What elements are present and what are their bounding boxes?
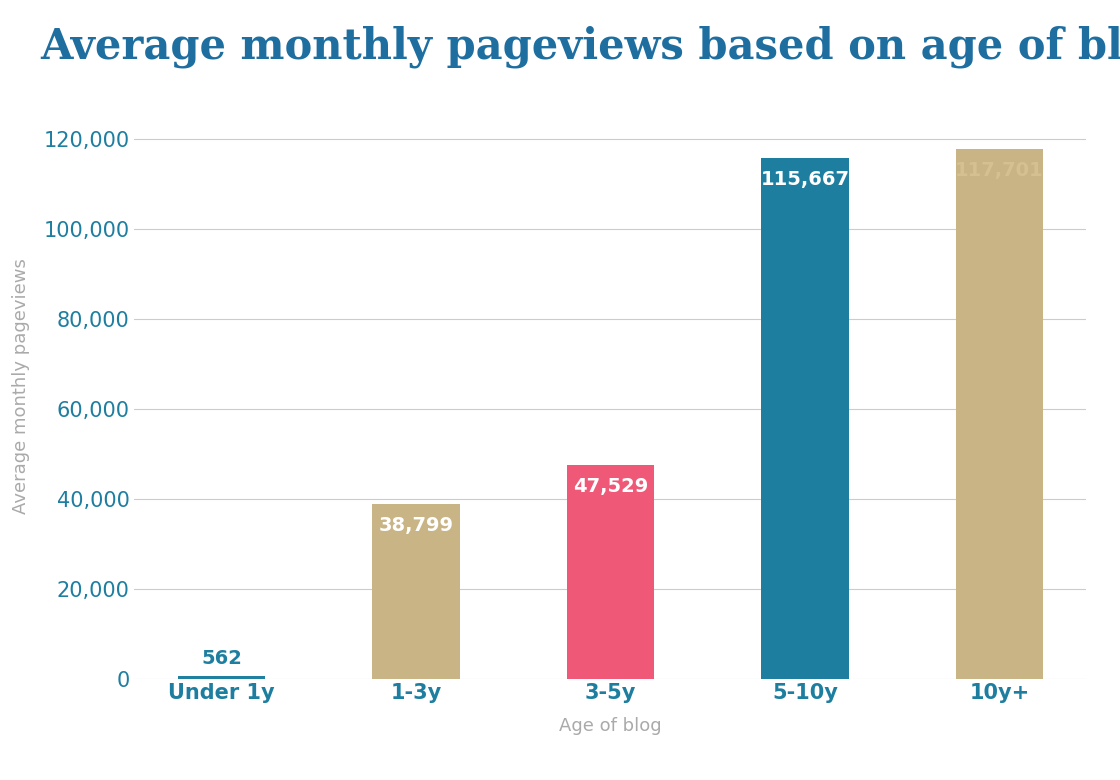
Bar bbox=[762, 158, 849, 679]
X-axis label: Age of blog: Age of blog bbox=[559, 718, 662, 736]
Bar bbox=[372, 504, 459, 679]
Text: 38,799: 38,799 bbox=[379, 516, 454, 535]
Title: Average monthly pageviews based on age of blog: Average monthly pageviews based on age o… bbox=[40, 26, 1120, 69]
Text: 115,667: 115,667 bbox=[760, 170, 849, 190]
Bar bbox=[178, 676, 265, 679]
Text: 47,529: 47,529 bbox=[572, 477, 648, 496]
Bar bbox=[955, 149, 1043, 679]
Text: 117,701: 117,701 bbox=[955, 161, 1044, 180]
Text: 562: 562 bbox=[200, 649, 242, 668]
Bar bbox=[567, 465, 654, 679]
Y-axis label: Average monthly pageviews: Average monthly pageviews bbox=[11, 258, 29, 514]
